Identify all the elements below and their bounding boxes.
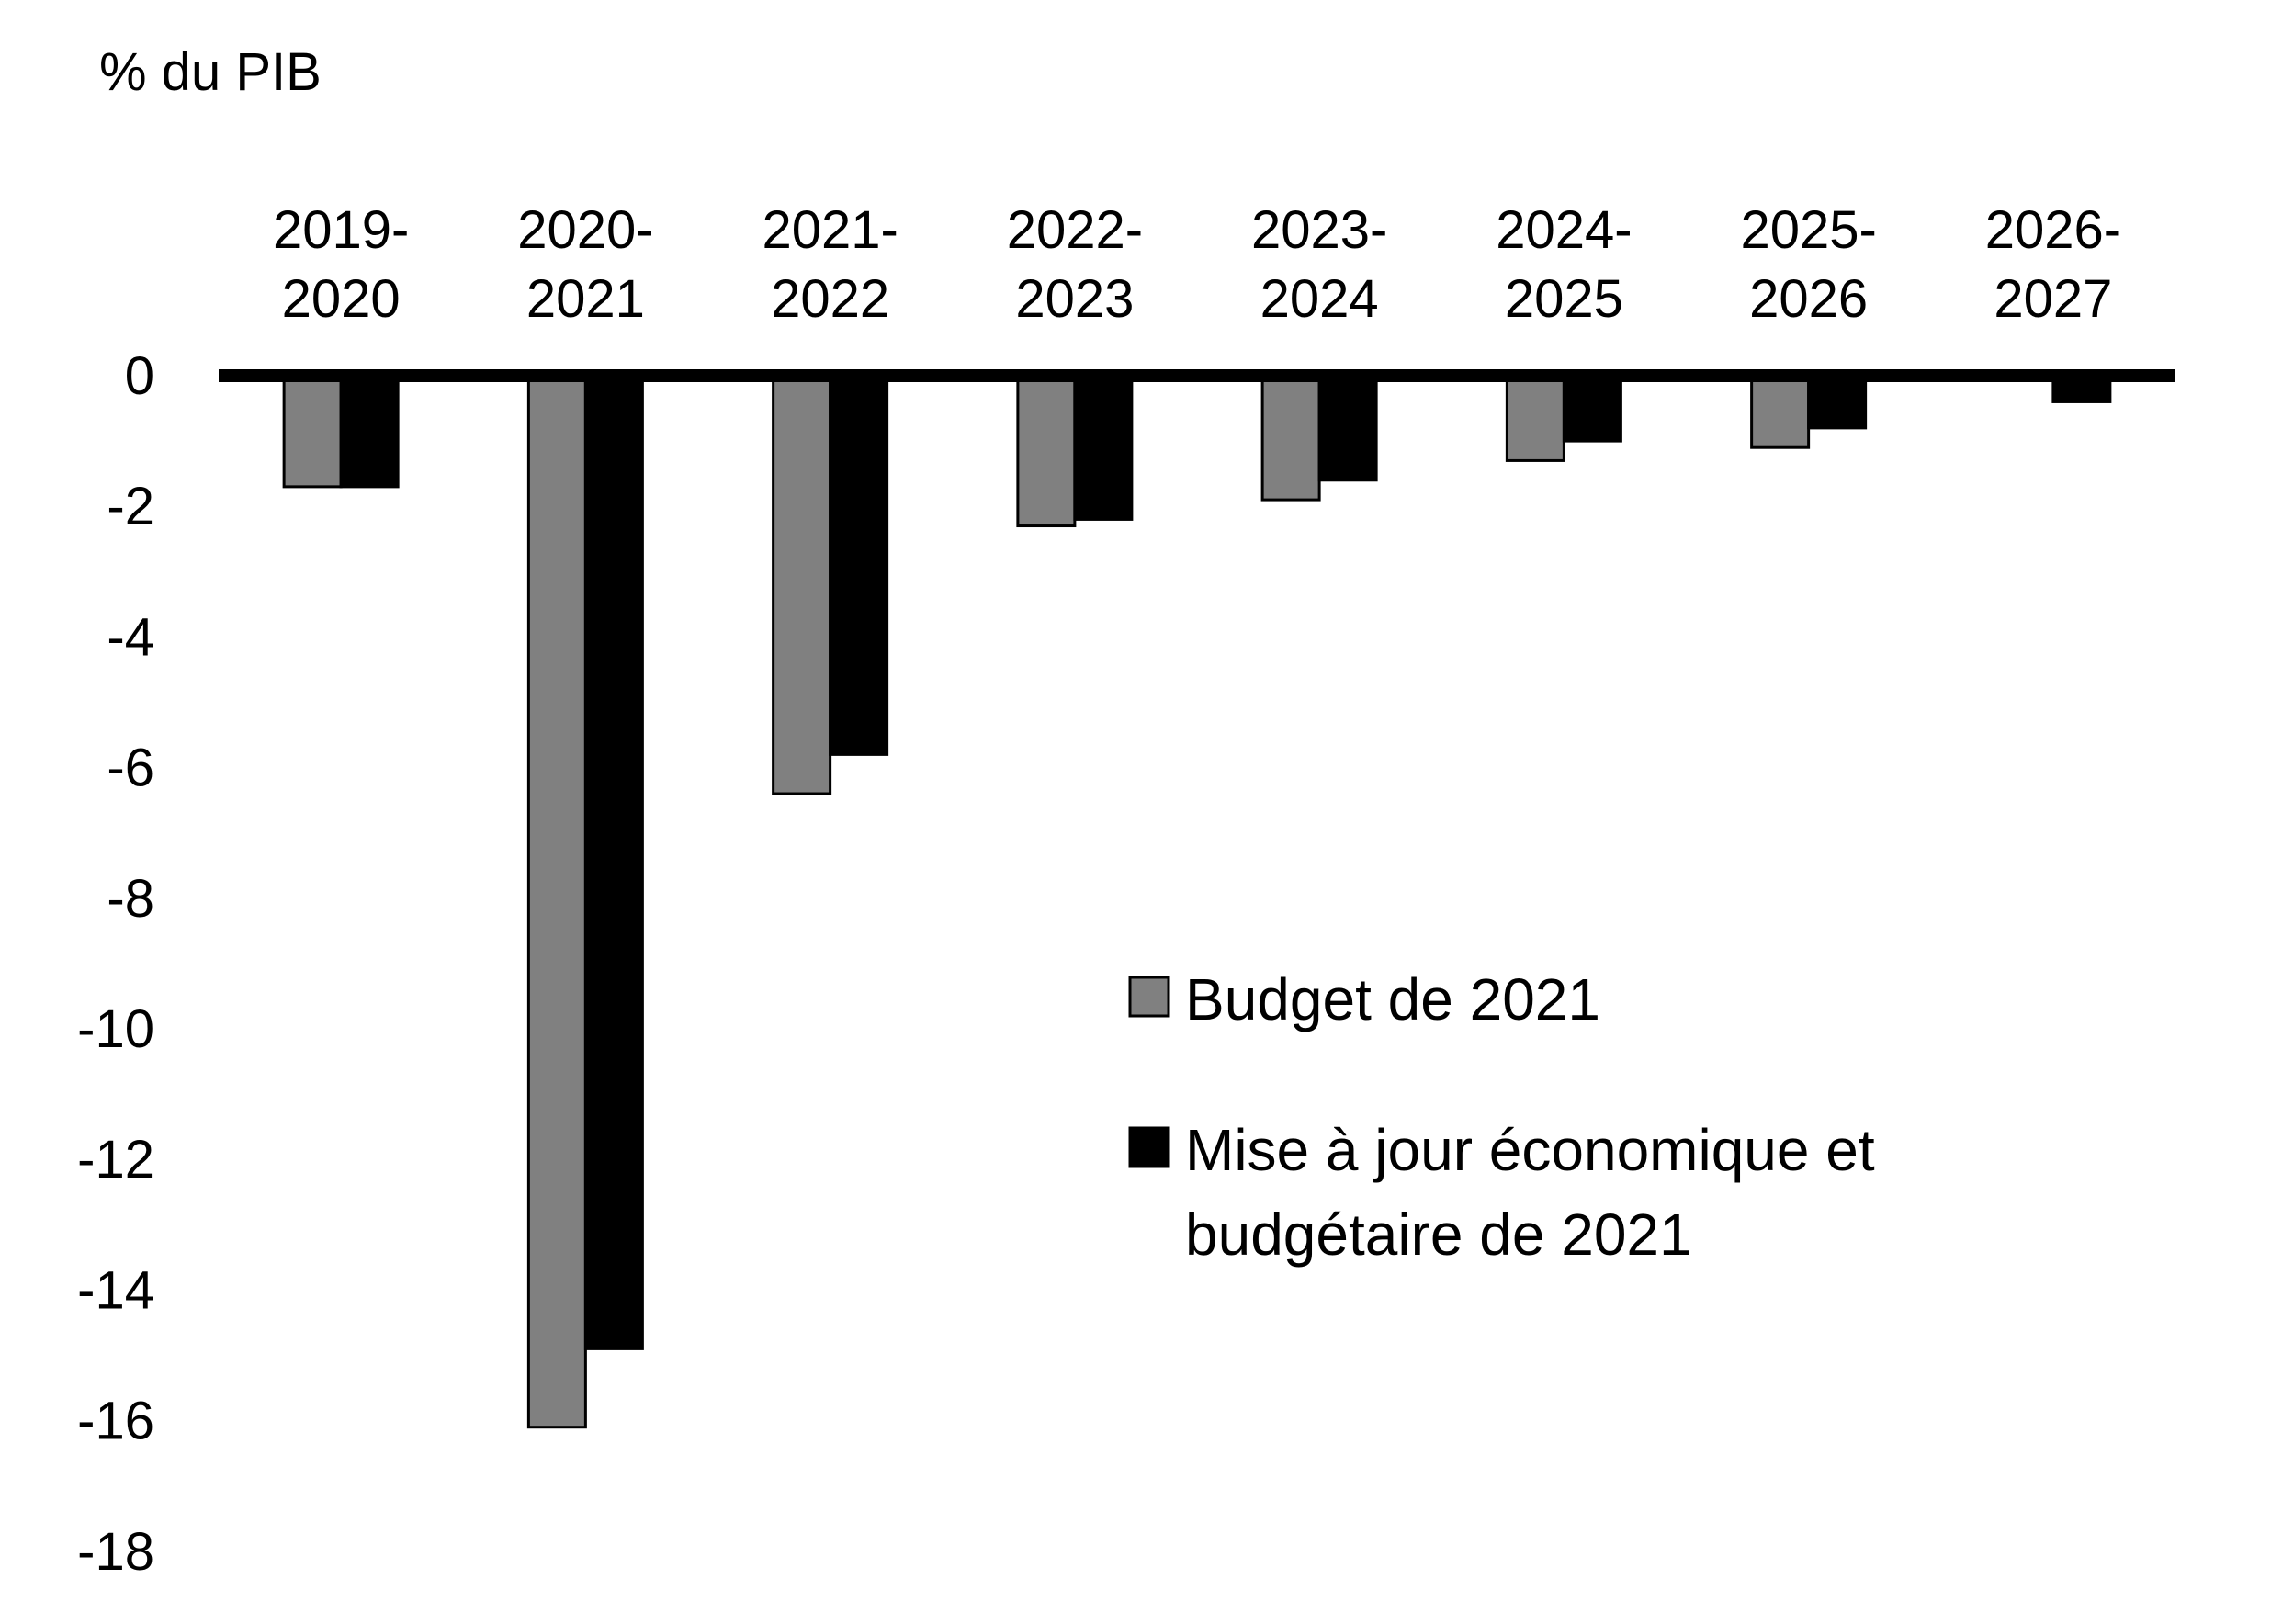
x-tick-label: 2021- [762,200,898,260]
legend: Budget de 2021 Mise à jour économique et b… [1128,966,1875,1268]
y-tick-label: -16 [77,1392,154,1451]
x-tick-label: 2020- [517,200,653,260]
x-tick-label: 2025- [1740,200,1876,260]
x-axis-ticks: 2019- 2020 2020- 2021 2021- 2022 2022- 2023 2023… [273,200,2121,329]
y-tick-label: -12 [77,1130,154,1190]
legend-swatch [1128,976,1170,1018]
y-tick-label: -2 [107,477,154,536]
x-tick-label: 2019- [273,200,409,260]
x-tick-label: 2021 [526,269,645,329]
x-tick-label: 2023- [1251,200,1387,260]
bar-budget-2021-4 [1260,374,1321,502]
y-axis-ticks: 0 -2 -4 -6 -8 -10 -12 -14 -16 -18 [77,346,154,1582]
x-tick-label: 2025 [1505,269,1623,329]
bar-update-2021-5 [1562,374,1622,443]
y-tick-label: -18 [77,1522,154,1582]
bar-update-2021-0 [339,374,400,489]
x-tick-label: 2027 [1994,269,2112,329]
x-tick-label: 2026- [1985,200,2121,260]
bar-update-2021-1 [583,374,644,1350]
x-tick-label: 2022- [1007,200,1143,260]
bar-budget-2021-2 [772,374,832,795]
legend-label: Mise à jour économique et [1185,1117,1875,1183]
bars [282,374,2112,1429]
bar-update-2021-3 [1073,374,1134,521]
y-axis-label: % du PIB [99,42,322,102]
y-tick-label: -8 [107,869,154,929]
bar-budget-2021-1 [526,374,587,1429]
x-tick-label: 2024- [1496,200,1632,260]
bar-budget-2021-3 [1016,374,1077,528]
legend-label: budgétaire de 2021 [1185,1201,1692,1268]
x-tick-label: 2026 [1749,269,1868,329]
y-tick-label: 0 [125,346,154,406]
bar-budget-2021-6 [1750,374,1811,449]
bar-update-2021-4 [1317,374,1378,482]
bar-update-2021-6 [1807,374,1868,430]
y-tick-label: -14 [77,1260,154,1320]
x-tick-label: 2020 [282,269,401,329]
bar-budget-2021-0 [282,374,343,489]
bar-budget-2021-5 [1505,374,1565,462]
x-tick-label: 2022 [771,269,889,329]
y-tick-label: -4 [107,607,154,667]
y-tick-label: -6 [107,739,154,798]
y-tick-label: -10 [77,999,154,1059]
bar-update-2021-2 [829,374,889,756]
legend-label: Budget de 2021 [1185,966,1600,1032]
x-tick-label: 2024 [1260,269,1379,329]
legend-swatch [1128,1126,1170,1168]
x-tick-label: 2023 [1015,269,1134,329]
